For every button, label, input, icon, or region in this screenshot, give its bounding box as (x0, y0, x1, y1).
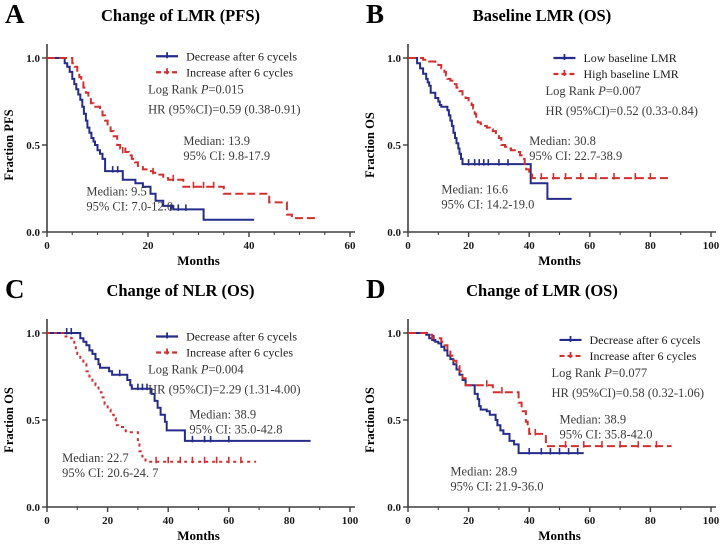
x-tick-label: 0 (405, 240, 411, 252)
x-tick-label: 40 (163, 515, 175, 527)
logrank-stat: Log Rank P=0.004 (148, 362, 244, 376)
km-curve-blue (47, 332, 311, 442)
x-tick-label: 60 (584, 515, 596, 527)
legend-label: High baseline LMR (583, 67, 678, 81)
y-axis-label: Fraction OS (363, 387, 377, 453)
y-tick-label: 1.0 (387, 328, 401, 340)
legend-label: Decrease after 6 cycels (186, 329, 297, 343)
panel-c-title: Change of NLR (OS) (106, 281, 255, 300)
panel-c-km-plot: 0.0 0.5 1.0 0 20 40 60 80 100 Months Fraction OS De… (2, 319, 359, 543)
legend-label: Increase after 6 cycles (186, 65, 293, 79)
km-curve-red (408, 332, 672, 448)
panel-c-letter: C (5, 274, 25, 304)
panel-b-km-plot: 0.0 0.5 1.0 0 20 40 60 80 100 Months Fraction OS Lo… (363, 44, 720, 268)
hr-stat: HR (95%CI)=0.52 (0.33-0.84) (545, 104, 698, 118)
y-axis-label: Fraction PFS (2, 109, 16, 180)
y-axis-label: Fraction OS (2, 387, 16, 453)
y-tick-label: 0.5 (387, 140, 401, 152)
x-tick-label: 40 (524, 515, 536, 527)
y-tick-label: 0.5 (387, 415, 401, 427)
x-tick-label: 20 (143, 240, 155, 252)
hr-stat: HR (95%CI)=2.29 (1.31-4.00) (148, 382, 301, 396)
x-tick-label: 100 (342, 515, 359, 527)
panel-d: D Change of LMR (OS) 0.0 0.5 1.0 0 20 40 60 80 1… (361, 275, 723, 551)
x-tick-label: 0 (44, 515, 50, 527)
y-axis-label: Fraction OS (363, 112, 377, 178)
x-axis-label: Months (538, 253, 581, 268)
x-tick-label: 60 (345, 240, 357, 252)
median-annotation: Median: 16.6 95% CI: 14.2-19.0 (441, 183, 534, 212)
median-annotation: Median: 28.9 95% CI: 21.9-36.0 (450, 465, 543, 494)
x-axis-label: Months (177, 253, 220, 268)
median-annotation: Median: 38.9 95% CI: 35.0-42.8 (189, 407, 282, 436)
y-tick-label: 1.0 (387, 53, 401, 65)
x-tick-label: 100 (703, 515, 720, 527)
panel-a-letter: A (5, 0, 25, 29)
panel-b: B Baseline LMR (OS) 0.0 0.5 1.0 0 20 40 60 80 10… (361, 0, 723, 275)
logrank-stat: Log Rank P=0.015 (148, 82, 244, 96)
x-tick-label: 20 (463, 515, 475, 527)
x-tick-label: 40 (244, 240, 256, 252)
median-annotation: Median: 30.8 95% CI: 22.7-38.9 (529, 134, 622, 163)
legend-label: Increase after 6 cycles (590, 349, 697, 363)
km-curve-red (408, 57, 672, 180)
panel-a: A Change of LMR (PFS) 0.0 0.5 1.0 0 20 40 60 Mo… (0, 0, 361, 275)
panel-d-km-plot: 0.0 0.5 1.0 0 20 40 60 80 100 Months Fraction OS De… (363, 319, 720, 543)
y-tick-label: 0.5 (26, 140, 40, 152)
km-curve-blue (408, 57, 572, 200)
km-curve-red (47, 57, 318, 220)
logrank-stat: Log Rank P=0.007 (545, 84, 641, 98)
logrank-stat: Log Rank P=0.077 (552, 366, 648, 380)
legend-label: Low baseline LMR (583, 51, 676, 65)
legend-label: Decrease after 6 cycels (186, 49, 297, 63)
y-tick-label: 0.0 (26, 227, 40, 239)
panel-a-km-plot: 0.0 0.5 1.0 0 20 40 60 Months Fraction PFS Decrea… (2, 44, 357, 268)
x-tick-label: 80 (645, 240, 657, 252)
y-tick-label: 0.5 (26, 415, 40, 427)
x-tick-label: 80 (645, 515, 657, 527)
y-tick-label: 0.0 (26, 502, 40, 514)
x-tick-label: 40 (524, 240, 536, 252)
x-tick-label: 20 (463, 240, 475, 252)
panel-b-title: Baseline LMR (OS) (472, 6, 612, 25)
x-tick-label: 0 (44, 240, 50, 252)
x-tick-label: 0 (405, 515, 411, 527)
median-annotation: Median: 22.7 95% CI: 20.6-24. 7 (62, 451, 158, 480)
hr-stat: HR (95%CI)=0.59 (0.38-0.91) (148, 102, 301, 116)
x-axis-label: Months (538, 528, 581, 543)
x-tick-label: 60 (584, 240, 596, 252)
panel-a-title: Change of LMR (PFS) (100, 6, 261, 25)
panel-d-letter: D (366, 274, 386, 304)
km-curve-blue (408, 332, 584, 455)
panel-d-title: Change of LMR (OS) (466, 281, 618, 300)
km-curve-blue (47, 57, 255, 221)
y-tick-label: 0.0 (387, 502, 401, 514)
legend-label: Decrease after 6 cycels (590, 333, 701, 347)
x-tick-label: 60 (223, 515, 235, 527)
x-axis-label: Months (177, 528, 220, 543)
y-tick-label: 0.0 (387, 227, 401, 239)
hr-stat: HR (95%CI)=0.58 (0.32-1.06) (552, 386, 705, 400)
median-annotation: Median: 13.9 95% CI: 9.8-17.9 (183, 134, 270, 163)
median-annotation: Median: 9.5 95% CI: 7.0-12.0 (86, 184, 173, 213)
x-tick-label: 20 (102, 515, 114, 527)
x-tick-label: 100 (703, 240, 720, 252)
y-tick-label: 1.0 (26, 328, 40, 340)
legend-label: Increase after 6 cycles (186, 345, 293, 359)
panel-b-letter: B (366, 0, 385, 29)
panel-c: C Change of NLR (OS) 0.0 0.5 1.0 0 20 40 60 80 1… (0, 275, 361, 551)
y-tick-label: 1.0 (26, 53, 40, 65)
x-tick-label: 80 (284, 515, 296, 527)
median-annotation: Median: 38.9 95% CI: 35.8-42.0 (560, 412, 653, 441)
